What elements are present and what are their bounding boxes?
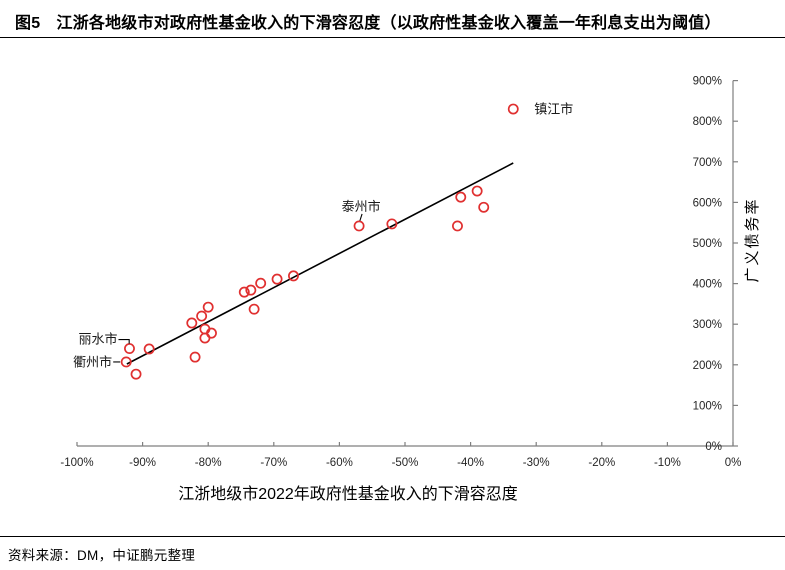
x-tick-label: -30% bbox=[523, 457, 550, 469]
y-tick-label: 100% bbox=[693, 400, 722, 412]
x-tick-label: 0% bbox=[725, 457, 742, 469]
annotation-connector bbox=[118, 339, 130, 344]
annotation-label: 丽水市 bbox=[78, 332, 117, 347]
x-tick-label: -70% bbox=[260, 457, 287, 469]
data-point bbox=[271, 273, 283, 285]
figure-title: 图5 江浙各地级市对政府性基金收入的下滑容忍度（以政府性基金收入覆盖一年利息支出… bbox=[15, 15, 721, 32]
x-tick-label: -20% bbox=[588, 457, 615, 469]
annotation-label: 衢州市 bbox=[73, 354, 112, 369]
x-tick-label: -90% bbox=[129, 457, 156, 469]
trend-line bbox=[126, 162, 514, 365]
x-tick-label: -60% bbox=[326, 457, 353, 469]
y-tick-label: 500% bbox=[693, 238, 722, 250]
x-axis-title: 江浙地级市2022年政府性基金收入的下滑容忍度 bbox=[178, 485, 518, 503]
footer-divider bbox=[0, 536, 785, 537]
data-point bbox=[130, 368, 142, 380]
data-point bbox=[124, 343, 135, 355]
data-point bbox=[455, 191, 467, 203]
data-point bbox=[248, 303, 260, 315]
data-point bbox=[353, 220, 365, 232]
y-axis-title: 广义债务率 bbox=[744, 197, 761, 282]
data-point bbox=[255, 277, 267, 289]
data-point bbox=[452, 220, 463, 232]
y-tick-label: 700% bbox=[693, 157, 722, 169]
annotation-connector bbox=[359, 213, 363, 221]
y-tick-label: 600% bbox=[693, 197, 722, 209]
source-note: 资料来源：DM，中证鹏元整理 bbox=[8, 548, 196, 563]
data-point bbox=[288, 270, 299, 282]
data-point bbox=[189, 351, 201, 363]
data-point bbox=[507, 103, 519, 115]
data-point bbox=[199, 332, 211, 344]
y-tick-label: 300% bbox=[693, 319, 722, 331]
y-tick-label: 400% bbox=[693, 279, 722, 291]
data-point bbox=[245, 284, 257, 296]
data-point bbox=[471, 185, 483, 197]
data-point bbox=[202, 301, 214, 313]
data-point bbox=[206, 327, 217, 339]
x-tick-label: -50% bbox=[392, 457, 419, 469]
y-tick-label: 800% bbox=[693, 116, 722, 128]
title-divider bbox=[0, 37, 785, 38]
data-point bbox=[386, 218, 398, 230]
y-tick-label: 200% bbox=[693, 360, 722, 372]
data-point bbox=[238, 286, 250, 298]
data-point bbox=[120, 356, 132, 368]
x-tick-label: -40% bbox=[457, 457, 484, 469]
annotation-label: 镇江市 bbox=[534, 102, 573, 117]
data-point bbox=[196, 310, 208, 322]
annotation-label: 泰州市 bbox=[342, 199, 381, 214]
y-tick-label: 0% bbox=[705, 441, 722, 453]
y-tick-label: 900% bbox=[693, 76, 722, 88]
x-tick-label: -10% bbox=[654, 457, 681, 469]
data-point bbox=[478, 201, 490, 213]
x-tick-label: -80% bbox=[195, 457, 222, 469]
data-point bbox=[186, 317, 198, 329]
x-tick-label: -100% bbox=[60, 457, 93, 469]
data-point bbox=[143, 343, 155, 355]
